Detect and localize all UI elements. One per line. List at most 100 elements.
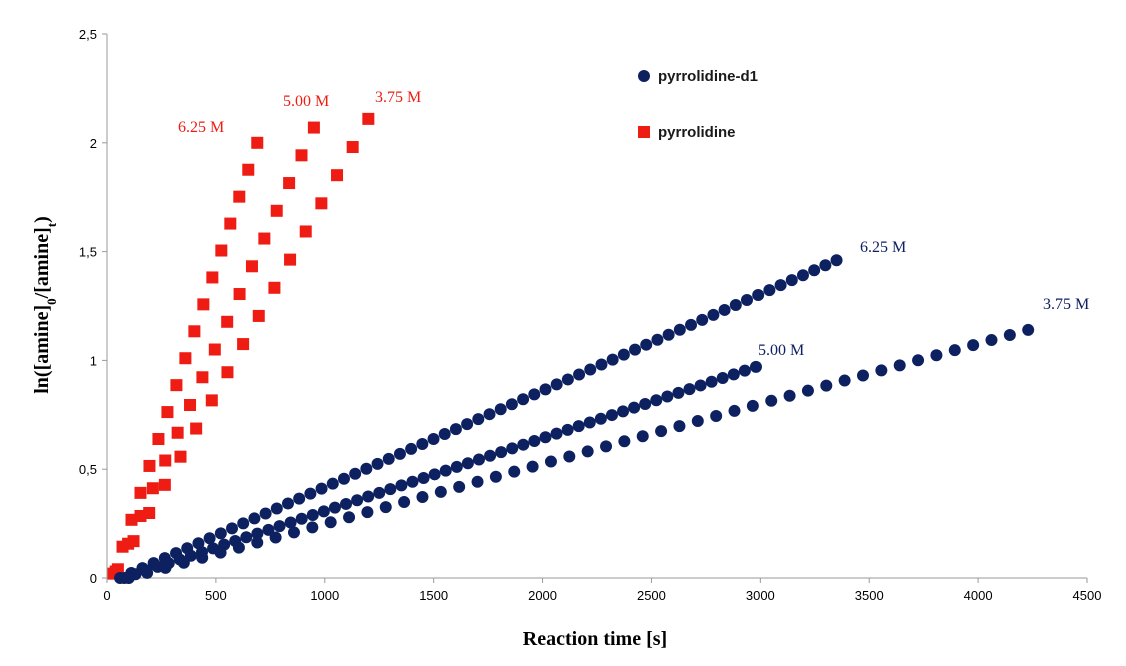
data-point-circle: [317, 505, 330, 518]
series-annotation: 6.25 M: [860, 239, 906, 256]
data-point-circle: [544, 455, 557, 468]
data-point-circle: [379, 501, 392, 514]
data-point-square: [307, 121, 320, 134]
data-point-circle: [636, 430, 649, 443]
data-point-circle: [306, 509, 319, 522]
data-point-circle: [416, 437, 429, 450]
data-point-circle: [746, 399, 759, 412]
data-point-circle: [360, 462, 373, 475]
data-point-circle: [214, 527, 227, 540]
data-point-circle: [785, 274, 798, 287]
data-point-circle: [728, 404, 741, 417]
data-point-circle: [324, 516, 337, 529]
data-point-circle: [393, 447, 406, 460]
series-annotation: 6.25 M: [178, 119, 224, 136]
data-point-circle: [740, 294, 753, 307]
data-point-square: [170, 379, 183, 392]
data-point-circle: [328, 501, 341, 514]
data-point-circle: [705, 375, 718, 388]
data-point-square: [159, 454, 172, 467]
data-point-circle: [729, 298, 742, 311]
data-point-circle: [583, 416, 596, 429]
data-point-circle: [539, 431, 552, 444]
data-point-circle: [875, 364, 888, 377]
data-point-circle: [483, 408, 496, 421]
series-annotation: 5.00 M: [758, 342, 804, 359]
data-point-circle: [434, 485, 447, 498]
legend-item-pyrrolidine-d1: pyrrolidine-d1: [638, 68, 758, 85]
data-point-circle: [517, 393, 530, 406]
data-point-circle: [605, 409, 618, 422]
data-point-circle: [1003, 328, 1016, 341]
legend: pyrrolidine-d1 pyrrolidine: [638, 68, 758, 141]
data-point-circle: [489, 470, 502, 483]
data-point-square: [268, 281, 281, 294]
data-point-circle: [783, 389, 796, 402]
data-point-circle: [398, 496, 411, 509]
data-point-circle: [251, 536, 264, 549]
data-point-circle: [694, 379, 707, 392]
data-point-circle: [371, 457, 384, 470]
data-point-circle: [651, 333, 664, 346]
data-point-circle: [439, 464, 452, 477]
x-tick-label: 2000: [528, 588, 557, 603]
data-point-square: [171, 426, 184, 439]
data-point-circle: [122, 572, 135, 584]
data-point-circle: [159, 561, 172, 574]
data-point-circle: [830, 254, 843, 267]
data-point-circle: [640, 338, 653, 351]
data-point-square: [158, 478, 171, 491]
data-point-circle: [343, 511, 356, 524]
data-point-square: [233, 288, 246, 301]
data-point-circle: [471, 475, 484, 488]
data-point-circle: [819, 259, 832, 272]
data-point-circle: [349, 467, 362, 480]
data-point-square: [190, 422, 203, 435]
data-point-circle: [738, 364, 751, 377]
data-point-square: [179, 352, 192, 365]
data-point-circle: [801, 384, 814, 397]
data-point-circle: [351, 494, 364, 507]
data-point-circle: [820, 379, 833, 392]
x-tick-label: 500: [205, 588, 227, 603]
x-tick-label: 1000: [310, 588, 339, 603]
data-point-circle: [617, 405, 630, 418]
x-tick-label: 1500: [419, 588, 448, 603]
data-point-circle: [749, 360, 762, 373]
data-point-square: [197, 298, 210, 311]
data-point-circle: [561, 373, 574, 386]
series-layer: [107, 112, 1035, 584]
data-point-circle: [1022, 323, 1035, 336]
data-point-square: [208, 343, 221, 356]
data-point-circle: [472, 453, 485, 466]
data-point-circle: [573, 368, 586, 381]
data-point-square: [315, 197, 328, 210]
data-point-square: [143, 459, 156, 472]
data-point-circle: [528, 388, 541, 401]
legend-circle-icon: [638, 70, 650, 82]
data-point-circle: [262, 523, 275, 536]
data-point-square: [270, 204, 283, 217]
data-point-square: [346, 141, 359, 154]
data-point-circle: [752, 289, 765, 302]
data-point-circle: [685, 318, 698, 331]
data-point-circle: [453, 480, 466, 493]
data-point-circle: [691, 415, 704, 428]
data-point-square: [237, 338, 250, 351]
data-point-circle: [226, 522, 239, 535]
series-pyrrolidine-d1-3-75-M: [122, 323, 1035, 584]
data-point-circle: [495, 446, 508, 459]
data-point-circle: [450, 460, 463, 473]
y-axis-label: ln([amine]0/[amine]t): [31, 216, 59, 394]
data-point-circle: [405, 442, 418, 455]
data-point-circle: [461, 457, 474, 470]
data-point-square: [258, 232, 271, 245]
data-point-circle: [428, 468, 441, 481]
data-point-circle: [912, 354, 925, 367]
data-point-square: [143, 506, 156, 519]
data-point-circle: [629, 343, 642, 356]
data-point-circle: [273, 520, 286, 533]
data-point-circle: [517, 438, 530, 451]
data-point-circle: [595, 358, 608, 371]
data-point-circle: [930, 349, 943, 362]
